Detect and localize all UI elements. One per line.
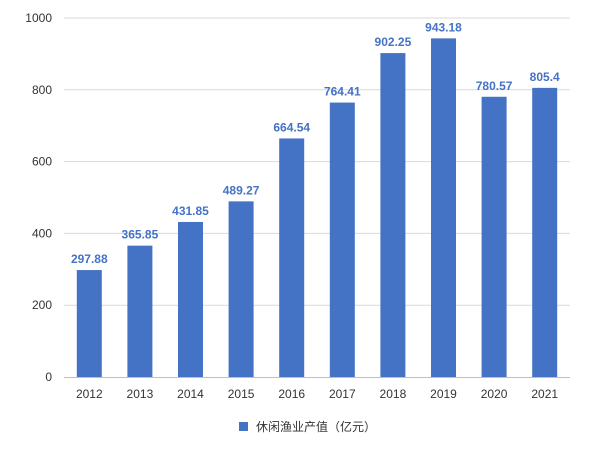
y-tick-label: 400	[32, 226, 52, 240]
data-label-2012: 297.88	[71, 252, 108, 266]
x-tick-label: 2016	[278, 387, 305, 401]
bar-2018[interactable]	[380, 53, 406, 377]
x-tick-label: 2014	[177, 387, 204, 401]
x-tick-label: 2017	[329, 387, 356, 401]
x-tick-label: 2013	[127, 387, 154, 401]
legend-label: 休闲渔业产值（亿元）	[256, 419, 376, 434]
data-label-2014: 431.85	[172, 204, 209, 218]
y-axis-ticks: 0 200 400 600 800 1000	[25, 11, 52, 384]
x-tick-label: 2020	[481, 387, 508, 401]
bar-2014[interactable]	[178, 221, 203, 377]
y-tick-label: 800	[32, 83, 52, 97]
y-tick-label: 1000	[25, 11, 52, 25]
x-tick-label: 2012	[76, 387, 103, 401]
data-labels: 297.88 365.85 431.85 489.27 664.54 764.41 902.…	[71, 20, 560, 266]
data-label-2021: 805.4	[530, 70, 560, 84]
bar-2015[interactable]	[228, 201, 254, 377]
y-tick-label: 0	[45, 370, 52, 384]
data-label-2017: 764.41	[324, 85, 361, 99]
bars	[76, 38, 558, 378]
data-label-2013: 365.85	[122, 228, 159, 242]
bar-2017[interactable]	[329, 102, 355, 377]
bar-2012[interactable]	[76, 270, 102, 377]
x-tick-label: 2015	[228, 387, 255, 401]
bar-2019[interactable]	[431, 38, 456, 378]
legend[interactable]: 休闲渔业产值（亿元）	[238, 419, 376, 434]
bar-2021[interactable]	[532, 87, 558, 378]
x-axis-ticks: 2012 2013 2014 2015 2016 2017 2018 2019 2020 2021	[76, 387, 558, 401]
data-label-2019: 943.18	[425, 20, 462, 34]
bar-2016[interactable]	[279, 138, 305, 377]
legend-swatch-icon	[238, 422, 248, 431]
x-tick-label: 2021	[531, 387, 558, 401]
y-tick-label: 600	[32, 155, 52, 169]
data-label-2015: 489.27	[223, 183, 260, 197]
x-tick-label: 2019	[430, 387, 457, 401]
data-label-2016: 664.54	[273, 120, 310, 134]
y-tick-label: 200	[32, 298, 52, 312]
bar-2020[interactable]	[481, 96, 507, 378]
data-label-2020: 780.57	[476, 79, 513, 93]
bar-2013[interactable]	[127, 245, 153, 377]
x-tick-label: 2018	[380, 387, 407, 401]
data-label-2018: 902.25	[375, 35, 412, 49]
